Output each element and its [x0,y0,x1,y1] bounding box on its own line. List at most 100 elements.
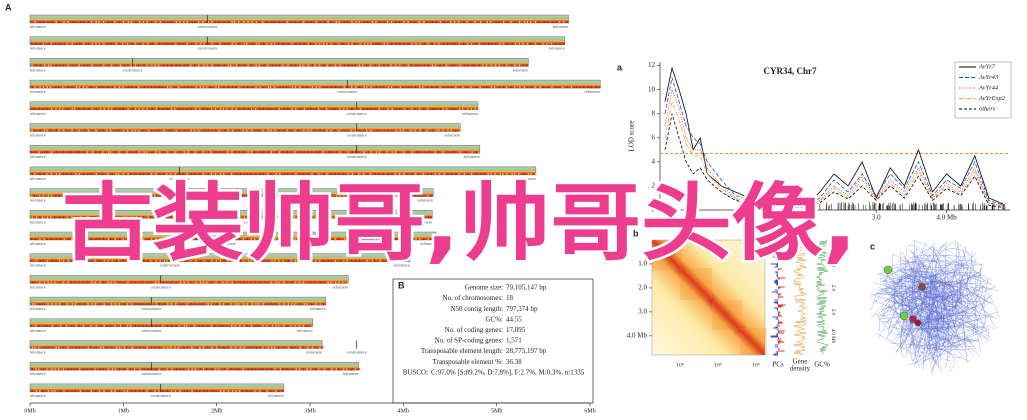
marker-strip [147,216,149,219]
marker-strip [243,107,245,110]
marker-strip [106,324,108,327]
marker-strip [286,281,288,284]
marker-strip [455,86,457,89]
marker-strip [211,281,213,284]
marker-strip [123,64,125,67]
marker-strip [490,64,492,67]
marker-strip [374,259,376,262]
marker-strip [359,129,361,132]
marker-strip [251,216,253,219]
marker-strip [162,64,165,67]
track-label: GC% [814,361,830,369]
marker-strip [51,389,53,392]
marker-strip [274,238,277,240]
marker-strip [202,151,204,154]
marker-strip [359,194,361,197]
marker-strip [250,259,252,262]
marker-strip [131,216,133,219]
marker-strip [318,216,320,219]
tad-block [652,240,682,270]
marker-strip [67,368,70,371]
marker-strip [374,107,376,110]
marker-strip [71,216,73,219]
marker-strip [47,64,50,67]
x-tick-label: 5Mb [491,408,502,414]
y-tick-label: 3.0 [638,307,647,315]
marker-strip [311,324,313,327]
marker-strip [271,64,274,67]
marker-strip [155,21,157,23]
marker-strip [119,324,122,327]
marker-strip [266,389,268,392]
marker-strip [186,64,189,67]
marker-strip [395,238,397,240]
marker-strip [58,368,60,371]
marker-strip [99,259,101,262]
marker-strip [378,172,380,175]
marker-strip [155,107,157,110]
table-box [392,278,594,404]
marker-strip [454,129,456,132]
marker-strip [383,129,386,132]
marker-strip [242,389,244,392]
marker-strip [82,172,85,175]
marker-strip [86,259,88,262]
track-tick-label: 2.0 [830,285,835,292]
marker-strip [390,42,392,45]
marker-strip [166,172,168,175]
marker-strip [514,21,516,23]
chromosome-bar [29,36,566,45]
marker-strip [43,64,46,67]
marker-strip [198,238,201,240]
marker-strip [387,194,389,197]
marker-strip [315,346,317,349]
marker-strip [394,172,396,175]
marker-strip [303,259,305,262]
marker-strip [182,238,184,240]
marker-strip [322,42,325,45]
marker-strip [95,346,98,349]
marker-strip [267,129,269,132]
marker-strip [54,194,57,197]
marker-strip [103,42,105,45]
marker-strip [126,324,129,327]
marker-strip [123,368,125,371]
marker-strip [506,42,508,45]
marker-strip [222,107,224,110]
marker-strip [267,346,269,349]
marker-strip [46,151,48,154]
marker-strip [354,129,356,132]
marker-strip [135,324,137,327]
marker-strip [367,151,370,154]
marker-strip [266,281,268,284]
marker-strip [587,86,589,89]
marker-strip [115,216,117,219]
marker-strip [347,151,349,154]
marker-strip [235,86,237,89]
marker-strip [66,216,68,219]
marker-strip [379,86,381,89]
marker-strip [355,259,357,262]
chromosome-bar [29,275,349,284]
marker-strip [118,86,121,89]
marker-strip [294,151,296,154]
marker-strip [202,172,205,175]
marker-strip [383,238,385,240]
marker-strip [310,21,312,23]
marker-strip [303,107,305,110]
marker-strip [39,172,41,175]
marker-strip [334,172,336,175]
marker-strip [170,86,172,89]
marker-strip [110,129,112,132]
marker-strip [82,281,84,284]
marker-strip [39,86,41,89]
marker-strip [354,42,357,45]
legend-label: others [979,105,996,112]
marker-strip [443,64,445,67]
marker-strip [75,86,78,89]
marker-strip [174,107,176,110]
marker-strip [274,86,276,89]
marker-strip [154,64,156,67]
marker-strip [262,21,264,23]
marker-strip [263,64,265,67]
